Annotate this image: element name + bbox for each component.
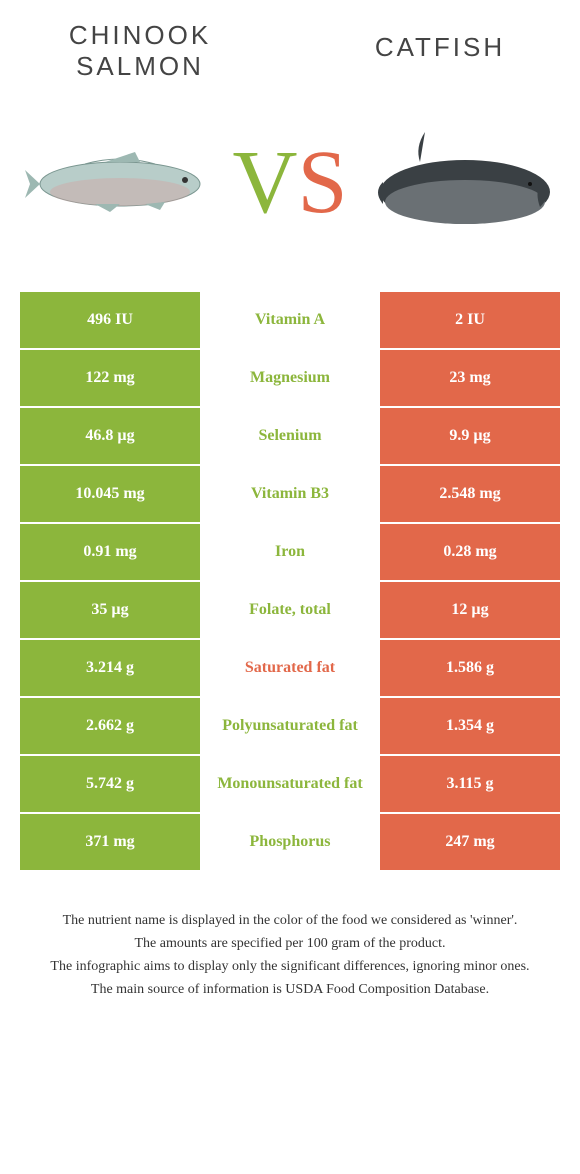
salmon-icon [25, 142, 215, 222]
right-food-title-wrap: CATFISH [340, 32, 540, 63]
vs-s: S [297, 131, 347, 234]
footer-line-3: The infographic aims to display only the… [30, 956, 550, 977]
left-value: 371 mg [20, 814, 200, 870]
left-value: 0.91 mg [20, 524, 200, 580]
left-food-image [20, 142, 220, 222]
table-row: 35 µgFolate, total12 µg [20, 582, 560, 638]
comparison-table: 496 IUVitamin A2 IU122 mgMagnesium23 mg4… [20, 292, 560, 870]
vs-v: V [232, 131, 297, 234]
table-row: 46.8 µgSelenium9.9 µg [20, 408, 560, 464]
header: CHINOOK SALMON CATFISH [0, 0, 580, 92]
right-food-image [360, 122, 560, 242]
left-value: 35 µg [20, 582, 200, 638]
table-row: 496 IUVitamin A2 IU [20, 292, 560, 348]
right-value: 2.548 mg [380, 466, 560, 522]
nutrient-name: Iron [200, 524, 380, 580]
left-food-title-wrap: CHINOOK SALMON [40, 20, 240, 82]
footer-line-1: The nutrient name is displayed in the co… [30, 910, 550, 931]
left-value: 122 mg [20, 350, 200, 406]
nutrient-name: Selenium [200, 408, 380, 464]
left-value: 2.662 g [20, 698, 200, 754]
table-row: 5.742 gMonounsaturated fat3.115 g [20, 756, 560, 812]
right-value: 9.9 µg [380, 408, 560, 464]
right-value: 2 IU [380, 292, 560, 348]
table-row: 122 mgMagnesium23 mg [20, 350, 560, 406]
left-value: 3.214 g [20, 640, 200, 696]
right-value: 1.354 g [380, 698, 560, 754]
left-value: 496 IU [20, 292, 200, 348]
footer-line-4: The main source of information is USDA F… [30, 979, 550, 1000]
left-value: 10.045 mg [20, 466, 200, 522]
footer-notes: The nutrient name is displayed in the co… [30, 910, 550, 1000]
left-value: 5.742 g [20, 756, 200, 812]
nutrient-name: Saturated fat [200, 640, 380, 696]
table-row: 371 mgPhosphorus247 mg [20, 814, 560, 870]
nutrient-name: Vitamin A [200, 292, 380, 348]
left-value: 46.8 µg [20, 408, 200, 464]
right-value: 0.28 mg [380, 524, 560, 580]
right-value: 3.115 g [380, 756, 560, 812]
right-value: 12 µg [380, 582, 560, 638]
nutrient-name: Phosphorus [200, 814, 380, 870]
right-value: 1.586 g [380, 640, 560, 696]
table-row: 3.214 gSaturated fat1.586 g [20, 640, 560, 696]
table-row: 0.91 mgIron0.28 mg [20, 524, 560, 580]
nutrient-name: Folate, total [200, 582, 380, 638]
right-food-title: CATFISH [340, 32, 540, 63]
nutrient-name: Monounsaturated fat [200, 756, 380, 812]
right-value: 247 mg [380, 814, 560, 870]
catfish-icon [365, 122, 555, 242]
nutrient-name: Vitamin B3 [200, 466, 380, 522]
table-row: 2.662 gPolyunsaturated fat1.354 g [20, 698, 560, 754]
left-food-title: CHINOOK SALMON [40, 20, 240, 82]
vs-label: VS [232, 131, 347, 234]
hero-section: VS [0, 92, 580, 292]
nutrient-name: Polyunsaturated fat [200, 698, 380, 754]
table-row: 10.045 mgVitamin B32.548 mg [20, 466, 560, 522]
right-value: 23 mg [380, 350, 560, 406]
footer-line-2: The amounts are specified per 100 gram o… [30, 933, 550, 954]
nutrient-name: Magnesium [200, 350, 380, 406]
